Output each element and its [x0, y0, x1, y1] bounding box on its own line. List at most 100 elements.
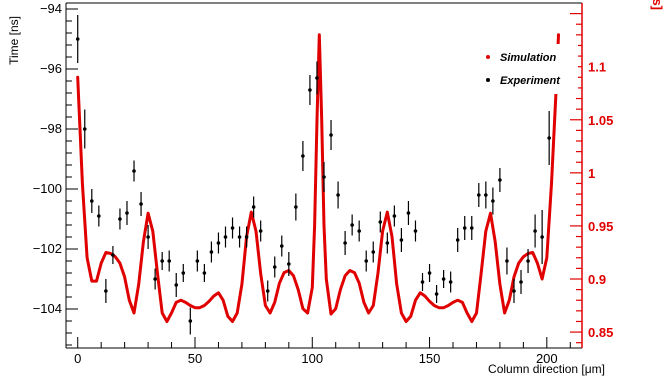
experiment-marker [301, 154, 305, 158]
experiment-point [265, 280, 270, 302]
experiment-point [75, 15, 80, 63]
experiment-marker [491, 199, 495, 203]
experiment-marker [90, 199, 94, 203]
experiment-marker [413, 229, 418, 233]
experiment-point [188, 307, 193, 335]
experiment-point [547, 111, 551, 165]
y2-axis-title: charge collection time [ns] [650, 0, 665, 10]
experiment-point [308, 75, 312, 105]
experiment-marker [350, 223, 354, 227]
experiment-point [462, 216, 467, 240]
experiment-point [540, 210, 544, 264]
experiment-point [498, 168, 502, 192]
experiment-point [469, 216, 474, 240]
experiment-point [385, 232, 390, 254]
experiment-point [111, 246, 115, 264]
experiment-point [455, 228, 460, 252]
experiment-marker [357, 229, 361, 233]
experiment-marker [279, 244, 284, 248]
experiment-marker [251, 205, 256, 209]
experiment-point [413, 220, 418, 242]
experiment-point [195, 250, 200, 272]
experiment-point [477, 183, 481, 207]
right-axis: 0.85 0.9 0.95 1 1.05 1.1 [570, 13, 613, 344]
experiment-point [526, 249, 530, 273]
experiment-point [279, 235, 284, 257]
experiment-marker [329, 133, 333, 137]
experiment-marker [526, 259, 530, 263]
y-tick-label: −104 [33, 301, 62, 316]
experiment-marker [125, 211, 129, 215]
experiment-point [230, 217, 235, 239]
y2-tick-label: 1 [588, 166, 595, 181]
experiment-point [441, 270, 446, 288]
experiment-point [160, 252, 164, 270]
experiment-marker [160, 259, 164, 263]
experiment-point [371, 241, 376, 263]
experiment-point [533, 214, 537, 248]
experiment-marker [146, 235, 150, 239]
y-tick-label: −98 [40, 121, 62, 136]
experiment-point [505, 247, 509, 275]
experiment-marker [75, 37, 80, 41]
experiment-point [244, 226, 249, 248]
experiment-point [258, 220, 263, 242]
experiment-point [322, 162, 326, 192]
experiment-point [272, 256, 277, 278]
experiment-point [294, 193, 298, 221]
experiment-marker [477, 193, 481, 197]
experiment-marker [181, 271, 186, 275]
experiment-point [350, 214, 354, 236]
experiment-point [167, 250, 171, 272]
experiment-point [125, 201, 129, 225]
y2-tick-label: 1.1 [588, 60, 606, 75]
y-tick-label: −94 [40, 1, 62, 16]
experiment-point [174, 273, 179, 297]
experiment-marker [427, 271, 432, 275]
experiment-marker [174, 283, 179, 287]
experiment-marker [371, 250, 376, 254]
y2-tick-label: 1.05 [588, 113, 613, 128]
y2-tick-label: 0.9 [588, 272, 606, 287]
experiment-marker [111, 253, 115, 257]
legend-simulation-marker [486, 55, 490, 59]
experiment-marker [97, 214, 101, 218]
experiment-point [209, 241, 214, 263]
experiment-marker [343, 241, 347, 245]
experiment-point [364, 250, 369, 272]
experiment-marker [139, 202, 143, 206]
experiment-point [427, 264, 432, 282]
experiment-point [491, 187, 495, 215]
x-tick-label: 200 [536, 351, 558, 366]
experiment-marker [104, 289, 108, 293]
x-tick-label: 150 [419, 351, 441, 366]
experiment-marker [82, 127, 87, 131]
x-tick-label: 50 [188, 351, 202, 366]
legend-box [466, 44, 578, 94]
experiment-marker [244, 235, 249, 239]
experiment-point [329, 120, 333, 150]
experiment-marker [385, 241, 390, 245]
experiment-marker [533, 229, 537, 233]
experiment-marker [519, 280, 523, 284]
experiment-marker [202, 271, 207, 275]
experiment-marker [230, 226, 235, 230]
experiment-marker [364, 259, 369, 263]
y2-tick-label: 0.95 [588, 219, 613, 234]
experiment-marker [448, 280, 453, 284]
experiment-marker [258, 229, 263, 233]
experiment-marker [505, 259, 509, 263]
y2-tick-label: 0.85 [588, 325, 613, 340]
experiment-marker [118, 217, 122, 221]
experiment-marker [294, 205, 298, 209]
experiment-marker [287, 262, 291, 266]
experiment-point [484, 181, 488, 209]
x-tick-label: 100 [301, 351, 323, 366]
experiment-point [287, 252, 291, 276]
legend-experiment-label: Experiment [500, 75, 561, 87]
experiment-marker [216, 241, 221, 245]
experiment-marker [153, 277, 157, 281]
experiment-marker [540, 235, 544, 239]
experiment-point [82, 109, 87, 149]
